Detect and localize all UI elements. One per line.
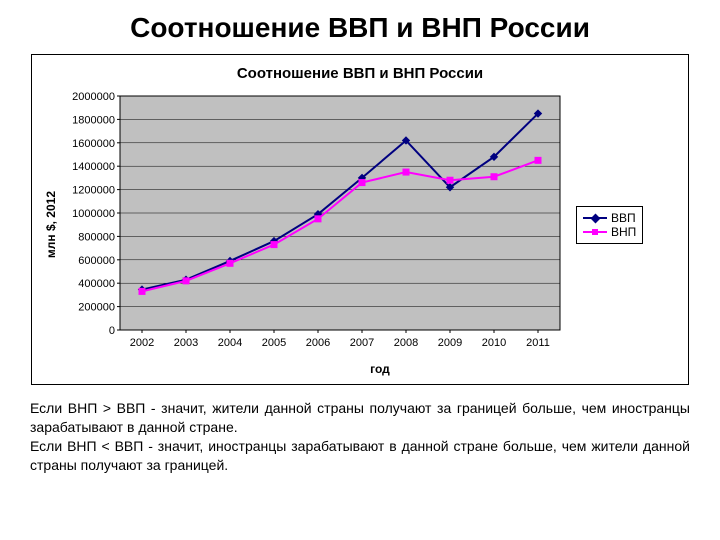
chart-title: Соотношение ВВП и ВНП России bbox=[40, 65, 680, 82]
slide-title: Соотношение ВВП и ВНП России bbox=[30, 12, 690, 44]
svg-text:600000: 600000 bbox=[78, 255, 115, 267]
svg-text:2005: 2005 bbox=[262, 337, 286, 349]
x-axis-label: год bbox=[80, 362, 680, 376]
svg-text:2006: 2006 bbox=[306, 337, 330, 349]
legend: ВВПВНП bbox=[576, 206, 643, 244]
legend-item: ВНП bbox=[583, 225, 636, 239]
slide: Соотношение ВВП и ВНП России Соотношение… bbox=[0, 0, 720, 540]
svg-text:1600000: 1600000 bbox=[72, 138, 115, 150]
svg-text:1800000: 1800000 bbox=[72, 114, 115, 126]
svg-text:1000000: 1000000 bbox=[72, 208, 115, 220]
svg-text:1200000: 1200000 bbox=[72, 185, 115, 197]
svg-text:2002: 2002 bbox=[130, 337, 154, 349]
svg-text:2009: 2009 bbox=[438, 337, 462, 349]
svg-text:0: 0 bbox=[109, 325, 115, 337]
paragraph-1: Если ВНП > ВВП - значит, жители данной с… bbox=[30, 399, 690, 437]
chart-container: Соотношение ВВП и ВНП России млн $, 2012… bbox=[31, 54, 689, 385]
svg-text:2000000: 2000000 bbox=[72, 91, 115, 103]
svg-text:2003: 2003 bbox=[174, 337, 198, 349]
svg-text:200000: 200000 bbox=[78, 302, 115, 314]
svg-text:2011: 2011 bbox=[526, 337, 550, 349]
svg-text:1400000: 1400000 bbox=[72, 161, 115, 173]
paragraph-2: Если ВНП < ВВП - значит, иностранцы зара… bbox=[30, 437, 690, 475]
svg-text:800000: 800000 bbox=[78, 231, 115, 243]
chart-row: млн $, 2012 0 200000 400000 600000 800000 100… bbox=[40, 90, 680, 360]
svg-text:2004: 2004 bbox=[218, 337, 242, 349]
explanation-text: Если ВНП > ВВП - значит, жители данной с… bbox=[30, 399, 690, 475]
svg-text:2007: 2007 bbox=[350, 337, 374, 349]
svg-text:2008: 2008 bbox=[394, 337, 418, 349]
svg-text:2010: 2010 bbox=[482, 337, 506, 349]
line-chart: 0 200000 400000 600000 800000 1000000 1200000 1… bbox=[58, 90, 568, 360]
y-axis-label: млн $, 2012 bbox=[40, 191, 58, 258]
legend-item: ВВП bbox=[583, 211, 636, 225]
svg-text:400000: 400000 bbox=[78, 278, 115, 290]
